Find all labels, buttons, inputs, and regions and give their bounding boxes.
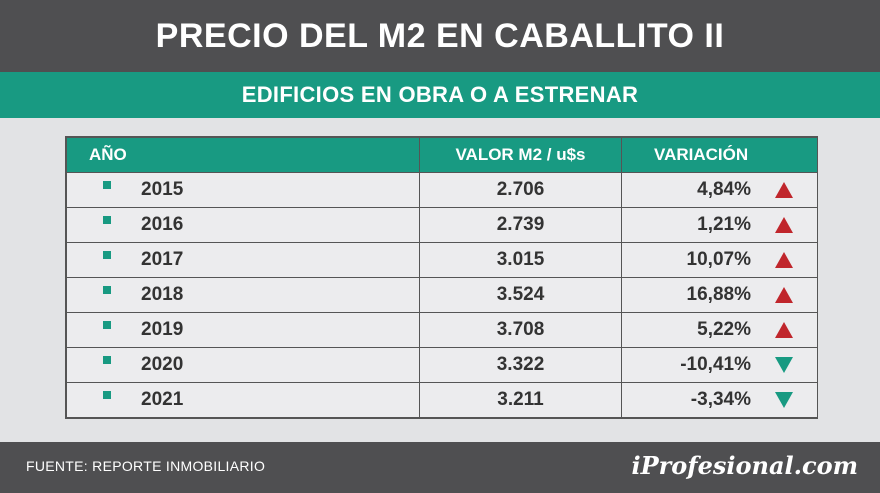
table-row: 2015 2.706 4,84% [66, 172, 818, 208]
column-header-year: AÑO [66, 137, 420, 173]
subtitle-bar: EDIFICIOS EN OBRA O A ESTRENAR [0, 72, 880, 118]
year-label: 2021 [141, 389, 184, 410]
year-cell: 2021 [66, 382, 420, 418]
year-cell: 2015 [66, 172, 420, 208]
price-table: AÑO VALOR M2 / u$s VARIACIÓN 2015 2.706 4,… [65, 136, 818, 419]
variation-value: 5,22% [697, 319, 751, 340]
year-cell: 2019 [66, 312, 420, 348]
year-label: 2020 [141, 354, 184, 375]
square-bullet-icon [103, 285, 111, 294]
arrow-up-icon [751, 321, 817, 339]
arrow-up-icon [751, 216, 817, 234]
column-header-variation: VARIACIÓN [621, 137, 818, 173]
year-label: 2016 [141, 214, 184, 235]
value-cell: 3.211 [419, 382, 622, 418]
footer-bar: FUENTE: REPORTE INMOBILIARIO iProfesiona… [0, 442, 880, 493]
year-cell: 2017 [66, 242, 420, 278]
table-row: 2021 3.211 -3,34% [66, 382, 818, 418]
variation-cell: 10,07% [621, 242, 818, 278]
source-label: FUENTE: REPORTE INMOBILIARIO [26, 458, 266, 474]
variation-cell: 5,22% [621, 312, 818, 348]
table-row: 2018 3.524 16,88% [66, 277, 818, 313]
table-row: 2016 2.739 1,21% [66, 207, 818, 243]
page-title: PRECIO DEL M2 EN CABALLITO II [155, 16, 725, 55]
square-bullet-icon [103, 390, 111, 399]
arrow-down-icon [751, 356, 817, 374]
year-label: 2019 [141, 319, 184, 340]
table-row: 2019 3.708 5,22% [66, 312, 818, 348]
variation-value: -3,34% [690, 389, 751, 410]
value-cell: 2.739 [419, 207, 622, 243]
variation-cell: 1,21% [621, 207, 818, 243]
year-label: 2015 [141, 179, 184, 200]
arrow-up-icon [751, 181, 817, 199]
year-label: 2018 [141, 284, 184, 305]
value-cell: 2.706 [419, 172, 622, 208]
square-bullet-icon [103, 215, 111, 224]
value-cell: 3.708 [419, 312, 622, 348]
square-bullet-icon [103, 250, 111, 259]
value-cell: 3.015 [419, 242, 622, 278]
square-bullet-icon [103, 180, 111, 189]
square-bullet-icon [103, 320, 111, 329]
variation-cell: 4,84% [621, 172, 818, 208]
value-cell: 3.524 [419, 277, 622, 313]
variation-cell: 16,88% [621, 277, 818, 313]
variation-value: 1,21% [697, 214, 751, 235]
variation-cell: -10,41% [621, 347, 818, 383]
arrow-up-icon [751, 286, 817, 304]
table-row: 2020 3.322 -10,41% [66, 347, 818, 383]
variation-value: 10,07% [686, 249, 751, 270]
brand-logo: iProfesional.com [631, 451, 858, 480]
arrow-up-icon [751, 251, 817, 269]
variation-value: 16,88% [686, 284, 751, 305]
table-header-row: AÑO VALOR M2 / u$s VARIACIÓN [66, 137, 818, 173]
variation-cell: -3,34% [621, 382, 818, 418]
column-header-value: VALOR M2 / u$s [419, 137, 622, 173]
value-cell: 3.322 [419, 347, 622, 383]
table-row: 2017 3.015 10,07% [66, 242, 818, 278]
year-cell: 2018 [66, 277, 420, 313]
square-bullet-icon [103, 355, 111, 364]
year-label: 2017 [141, 249, 184, 270]
year-cell: 2020 [66, 347, 420, 383]
variation-value: -10,41% [680, 354, 751, 375]
title-bar: PRECIO DEL M2 EN CABALLITO II [0, 0, 880, 72]
year-cell: 2016 [66, 207, 420, 243]
page-subtitle: EDIFICIOS EN OBRA O A ESTRENAR [241, 82, 639, 107]
variation-value: 4,84% [697, 179, 751, 200]
arrow-down-icon [751, 391, 817, 409]
